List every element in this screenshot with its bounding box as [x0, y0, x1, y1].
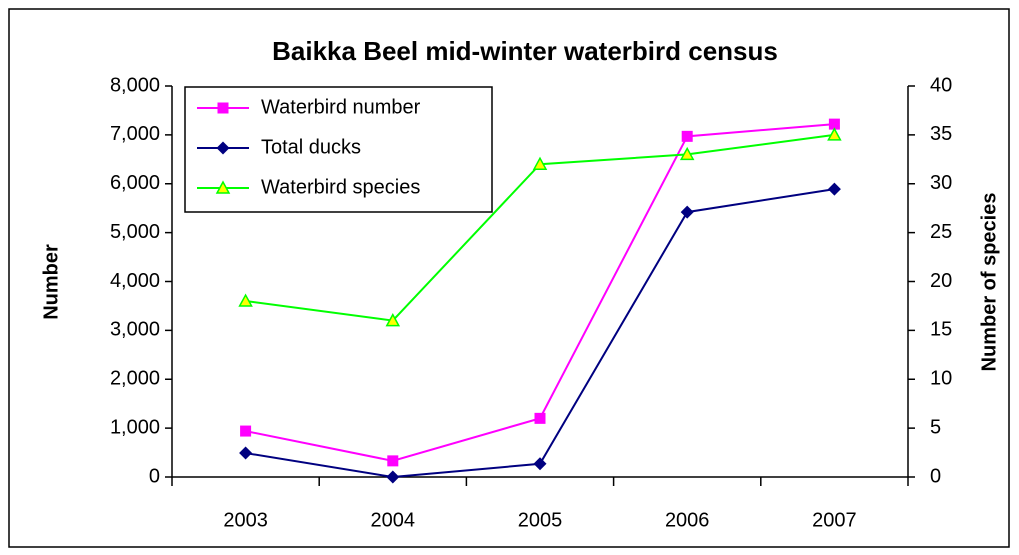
chart-title: Baikka Beel mid-winter waterbird census [272, 36, 778, 66]
marker [386, 470, 400, 484]
x-tick-label: 2007 [812, 509, 857, 531]
marker [679, 146, 695, 161]
marker [827, 182, 841, 196]
y2-tick-label: 35 [930, 123, 952, 145]
marker [532, 156, 548, 170]
y2-tick-label: 30 [930, 172, 952, 194]
y2-tick-label: 10 [930, 368, 952, 390]
y2-tick-label: 20 [930, 270, 952, 292]
marker [216, 141, 230, 155]
marker [215, 180, 231, 194]
marker [385, 313, 401, 327]
y-tick-label: 8,000 [110, 74, 160, 96]
marker [533, 457, 547, 471]
x-tick-label: 2004 [371, 509, 416, 531]
y2-axis-label: Number of species [978, 193, 1000, 372]
chart-border [8, 8, 1010, 548]
marker [387, 455, 399, 467]
y-tick-label: 5,000 [110, 221, 160, 243]
marker [827, 127, 842, 141]
y-tick-label: 3,000 [110, 319, 160, 341]
y2-tick-label: 25 [930, 221, 952, 243]
x-tick-label: 2005 [518, 509, 563, 531]
marker [681, 130, 693, 142]
y-tick-label: 6,000 [110, 172, 160, 194]
x-tick-label: 2003 [223, 509, 268, 531]
marker [534, 412, 546, 424]
marker [238, 293, 253, 307]
legend-label: Waterbird number [261, 96, 421, 118]
y2-tick-label: 5 [930, 416, 941, 438]
marker [239, 446, 253, 460]
legend-label: Waterbird species [261, 176, 420, 198]
y-tick-label: 7,000 [110, 123, 160, 145]
y-tick-label: 4,000 [110, 270, 160, 292]
y2-tick-label: 15 [930, 319, 952, 341]
y-tick-label: 2,000 [110, 368, 160, 390]
marker [828, 118, 840, 130]
marker [217, 102, 229, 114]
x-tick-label: 2006 [665, 509, 710, 531]
y-tick-label: 0 [149, 465, 160, 487]
y-axis-label: Number [40, 244, 62, 320]
marker [680, 205, 694, 219]
y-tick-label: 1,000 [110, 416, 160, 438]
legend-label: Total ducks [261, 136, 361, 158]
y2-tick-label: 40 [930, 74, 952, 96]
y2-tick-label: 0 [930, 465, 941, 487]
marker [240, 425, 252, 437]
